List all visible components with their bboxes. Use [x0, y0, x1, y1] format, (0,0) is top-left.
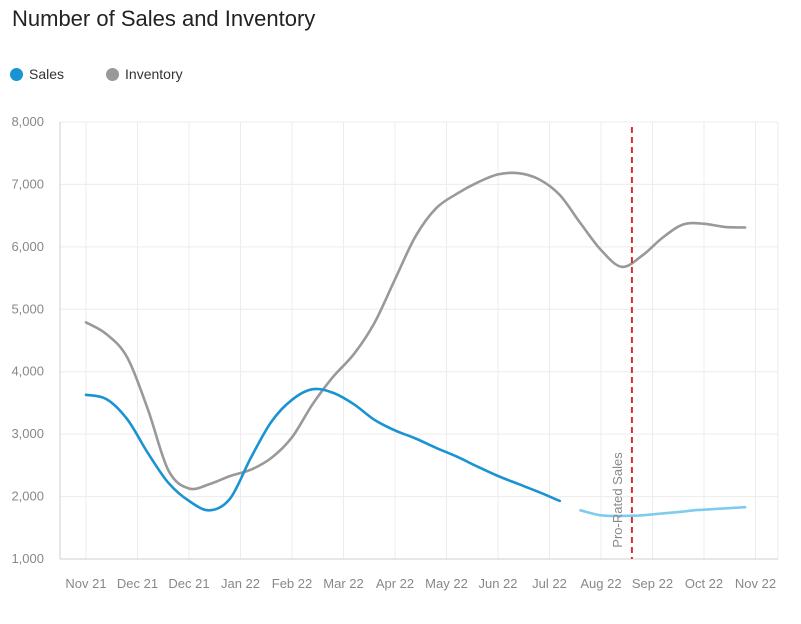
- legend-label-sales: Sales: [29, 66, 65, 82]
- y-tick-label: 4,000: [11, 364, 44, 379]
- x-tick-label: Aug 22: [580, 576, 621, 591]
- x-tick-label: Sep 22: [632, 576, 673, 591]
- x-tick-label: Jan 22: [221, 576, 260, 591]
- y-tick-label: 1,000: [11, 551, 44, 566]
- legend-item-inventory[interactable]: Inventory: [106, 66, 183, 82]
- x-tick-label: Dec 21: [117, 576, 158, 591]
- chart-title: Number of Sales and Inventory: [12, 6, 316, 31]
- legend-label-inventory: Inventory: [125, 66, 183, 82]
- x-tick-label: Nov 22: [735, 576, 776, 591]
- x-tick-label: Feb 22: [272, 576, 312, 591]
- y-tick-label: 2,000: [11, 489, 44, 504]
- x-tick-label: Jul 22: [532, 576, 567, 591]
- y-tick-label: 6,000: [11, 239, 44, 254]
- x-tick-label: Jun 22: [478, 576, 517, 591]
- x-tick-label: Mar 22: [323, 576, 363, 591]
- x-tick-label: Apr 22: [376, 576, 414, 591]
- y-tick-label: 5,000: [11, 301, 44, 316]
- sales-projected-line: [579, 505, 747, 518]
- x-tick-label: Oct 22: [685, 576, 723, 591]
- y-tick-label: 7,000: [11, 176, 44, 191]
- legend-swatch-sales: [10, 67, 23, 81]
- sales-line: [84, 387, 562, 512]
- inventory-line: [84, 171, 747, 491]
- x-tick-label: Dec 21: [168, 576, 209, 591]
- legend: Sales Inventory: [10, 64, 225, 84]
- y-tick-label: 3,000: [11, 426, 44, 441]
- x-tick-label: May 22: [425, 576, 468, 591]
- legend-item-sales[interactable]: Sales: [10, 66, 64, 82]
- x-tick-label: Nov 21: [65, 576, 106, 591]
- legend-swatch-inventory: [106, 67, 120, 81]
- y-tick-label: 8,000: [11, 114, 44, 129]
- pro-rated-label: Pro-Rated Sales: [610, 452, 625, 548]
